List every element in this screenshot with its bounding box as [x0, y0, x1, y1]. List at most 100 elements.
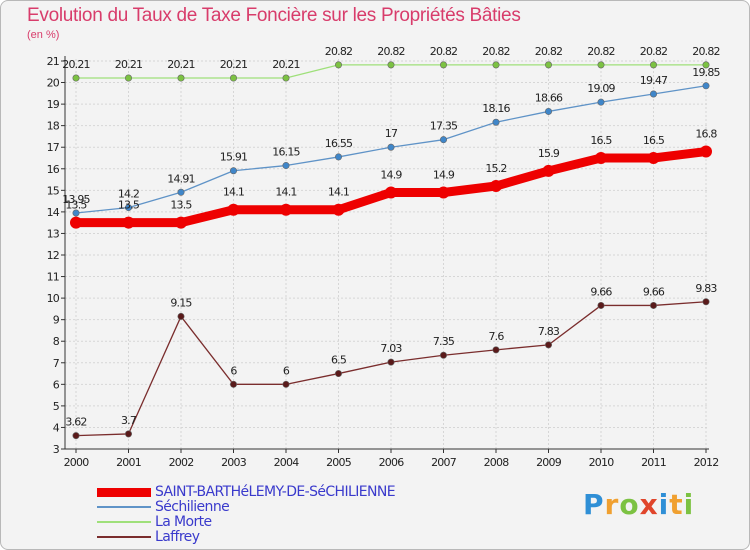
legend-label: SAINT-BARTHéLEMY-DE-SéCHILIENNE [155, 484, 396, 500]
series-point [230, 380, 238, 388]
logo-letter: r [604, 488, 620, 521]
x-tick-label: 2003 [221, 456, 247, 469]
series-point [125, 74, 133, 82]
x-tick-label: 2000 [64, 456, 90, 469]
data-label: 9.66 [643, 285, 665, 298]
x-tick-label: 2005 [326, 456, 352, 469]
data-label: 14.1 [328, 186, 349, 199]
y-tick-label: 6 [53, 378, 60, 391]
series-3 [72, 298, 710, 440]
series-point [439, 136, 447, 144]
data-label: 20.21 [167, 58, 195, 71]
data-label: 19.47 [640, 74, 668, 87]
series-point [490, 180, 502, 193]
y-tick-label: 19 [47, 98, 60, 111]
logo-letter: P [583, 488, 605, 521]
series-point [387, 61, 395, 69]
series-point [700, 145, 712, 158]
data-label: 7.83 [538, 325, 560, 338]
y-tick-label: 13 [47, 227, 60, 240]
x-tick-label: 2009 [536, 456, 562, 469]
data-label: 20.21 [115, 58, 143, 71]
series-point [544, 341, 552, 349]
logo-letter: x [639, 488, 659, 521]
logo-letter: i [683, 488, 695, 521]
series-point [230, 74, 238, 82]
legend-swatch [97, 536, 151, 538]
series-point [175, 216, 187, 229]
series-point [544, 61, 552, 69]
data-labels-2: 20.21 20.21 20.21 20.21 20.21 20.82 20.82 20.82… [62, 45, 720, 71]
y-tick-label: 8 [53, 335, 60, 348]
x-tick-label: 2004 [274, 456, 300, 469]
data-label: 13.5 [65, 199, 87, 212]
series-point [282, 162, 290, 170]
legend-swatch [97, 521, 151, 523]
data-label: 9.83 [695, 282, 717, 295]
y-tick-label: 5 [53, 400, 60, 413]
x-tick-label: 2010 [589, 456, 615, 469]
series-point [492, 61, 500, 69]
data-label: 16.15 [272, 146, 300, 159]
data-label: 16.8 [695, 128, 717, 141]
data-label: 14.9 [433, 168, 455, 181]
data-label: 18.16 [482, 102, 510, 115]
data-label: 20.82 [430, 45, 458, 58]
series-point [385, 186, 397, 199]
data-label: 3.7 [121, 414, 137, 427]
series-point [177, 312, 185, 320]
chart-title: Evolution du Taux de Taxe Foncière sur l… [27, 5, 521, 26]
data-label: 20.82 [325, 45, 353, 58]
y-tick-label: 21 [47, 55, 59, 68]
series-point [125, 430, 133, 438]
series-1 [72, 82, 710, 217]
data-label: 20.21 [220, 58, 248, 71]
series-point [70, 216, 82, 229]
data-labels-1: 13.95 14.2 14.91 15.91 16.15 16.55 17 17.35 18.1… [62, 66, 721, 206]
series-point [597, 98, 605, 106]
series-point [72, 209, 80, 217]
data-label: 15.2 [485, 162, 506, 175]
data-label: 7.35 [433, 335, 455, 348]
series-point [702, 82, 710, 90]
data-label: 20.82 [692, 45, 720, 58]
x-tick-label: 2006 [379, 456, 405, 469]
data-label: 20.82 [377, 45, 405, 58]
series-point [334, 153, 342, 161]
series-point [282, 74, 290, 82]
series-point [282, 380, 290, 388]
series-point [595, 152, 607, 164]
y-tick-label: 16 [47, 163, 60, 176]
legend-swatch [97, 487, 151, 497]
series-0 [70, 145, 712, 229]
x-tick-label: 2008 [484, 456, 510, 469]
series-point [702, 298, 710, 306]
x-ticks: 2000 2001 2002 2003 2004 2005 2006 2007 2008 2009… [64, 449, 719, 469]
data-label: 19.85 [692, 66, 720, 79]
y-tick-label: 11 [47, 271, 59, 284]
data-label: 14.1 [223, 186, 244, 199]
legend-label: Laffrey [155, 529, 200, 545]
data-label: 16.55 [325, 137, 353, 150]
series-point [649, 90, 657, 98]
series-point [649, 61, 657, 69]
proxiti-logo: Proxiti [583, 488, 694, 521]
y-tick-label: 18 [47, 120, 60, 133]
y-tick-label: 14 [47, 206, 60, 219]
data-label: 9.66 [590, 285, 612, 298]
data-labels-0: 13.5 13.5 13.5 14.1 14.1 14.1 14.9 14.9 15.2 15.9… [65, 128, 718, 212]
data-label: 15.9 [538, 147, 560, 160]
data-label: 6 [283, 364, 290, 377]
legend-label: La Morte [155, 514, 212, 530]
data-label: 14.9 [380, 168, 402, 181]
series-point [280, 203, 292, 216]
data-label: 7.03 [380, 342, 402, 355]
data-label: 13.95 [62, 193, 90, 206]
series-point [597, 61, 605, 69]
series-point [492, 346, 500, 354]
legend-swatch [97, 506, 151, 508]
data-label: 16.5 [590, 134, 612, 147]
chart-subtitle: (en %) [27, 29, 60, 41]
